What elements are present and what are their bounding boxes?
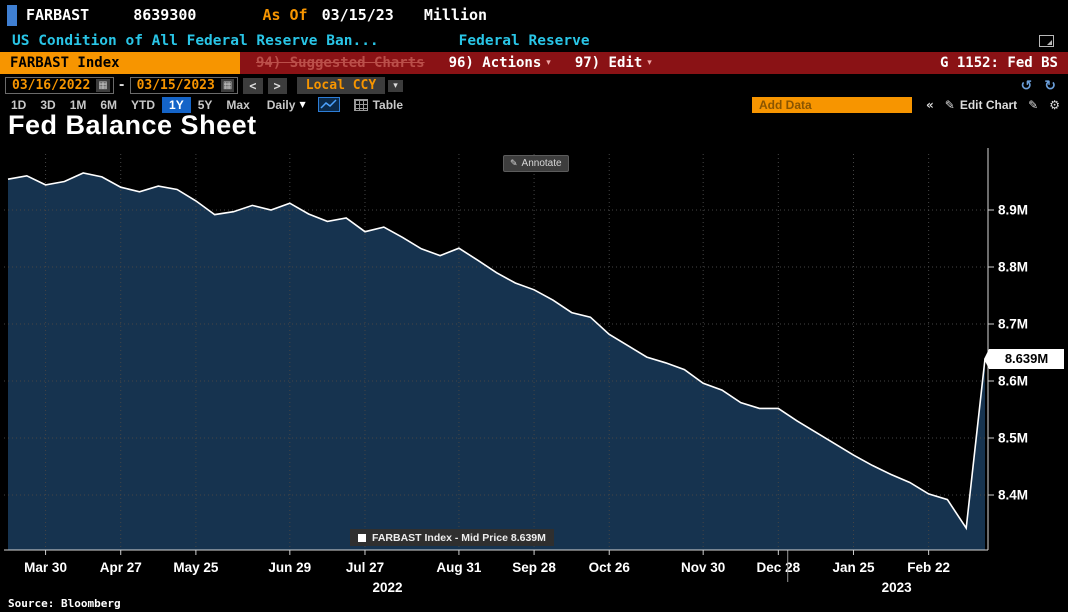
next-range-button[interactable]: > bbox=[267, 77, 287, 94]
chart-control-cluster: « ✎ Edit Chart ✎ ⚙ bbox=[926, 98, 1060, 112]
x-axis-label: Mar 30 bbox=[24, 560, 67, 575]
add-data-input[interactable]: Add Data bbox=[752, 96, 912, 113]
pencil-icon: ✎ bbox=[510, 158, 518, 169]
fed-balance-sheet-chart[interactable]: 8.4M 8.5M 8.6M 8.7M 8.8M 8.9M Mar 30 Apr 27 May … bbox=[0, 148, 1068, 598]
y-axis-label: 8.5M bbox=[998, 431, 1028, 446]
redo-icon[interactable]: ↻ bbox=[1044, 77, 1056, 94]
x-axis-label: May 25 bbox=[173, 560, 219, 575]
period-1y-button-selected[interactable]: 1Y bbox=[162, 96, 191, 113]
y-axis-label: 8.6M bbox=[998, 374, 1028, 389]
chart-title: Fed Balance Sheet bbox=[8, 110, 257, 140]
x-axis-label: Aug 31 bbox=[436, 560, 482, 575]
line-chart-icon bbox=[320, 99, 337, 109]
table-view-button[interactable]: Table bbox=[353, 97, 404, 112]
security-description-row: US Condition of All Federal Reserve Ban.… bbox=[0, 30, 1068, 52]
legend-swatch bbox=[358, 533, 366, 542]
undo-icon[interactable]: ↺ bbox=[1020, 77, 1033, 94]
currency-select[interactable]: Local CCY bbox=[296, 77, 386, 94]
suggested-charts-menu-item: 94) Suggested Charts bbox=[256, 55, 425, 71]
start-date-input[interactable]: 03/16/2022 ▦ bbox=[5, 77, 114, 94]
date-range-bar: 03/16/2022 ▦ - 03/15/2023 ▦ < > Local CC… bbox=[0, 75, 1068, 96]
x-axis-label: Jan 25 bbox=[832, 560, 875, 575]
annotate-button[interactable]: ✎ Annotate bbox=[503, 155, 569, 172]
y-axis-label: 8.9M bbox=[998, 203, 1028, 218]
as-of-label: As Of bbox=[262, 6, 308, 24]
line-chart-type-button[interactable] bbox=[317, 97, 340, 112]
date-range-separator: - bbox=[117, 78, 126, 93]
panel-id-label: G 1152: Fed BS bbox=[939, 55, 1058, 71]
chevron-down-icon: ▾ bbox=[647, 58, 652, 68]
period-6m-button[interactable]: 6M bbox=[100, 97, 118, 112]
period-5y-button[interactable]: 5Y bbox=[197, 97, 213, 112]
period-max-button[interactable]: Max bbox=[226, 97, 250, 112]
x-axis-label: Apr 27 bbox=[100, 560, 142, 575]
collapse-panel-icon[interactable]: « bbox=[926, 97, 934, 112]
pencil-icon: ✎ bbox=[944, 97, 955, 112]
legend-label: FARBAST Index - Mid Price 8.639M bbox=[372, 531, 546, 544]
calendar-icon[interactable]: ▦ bbox=[96, 79, 110, 92]
x-axis-label: Feb 22 bbox=[907, 560, 950, 575]
as-of-date: 03/15/23 bbox=[321, 6, 394, 24]
y-axis-label: 8.4M bbox=[998, 488, 1028, 503]
year-label: 2023 bbox=[882, 580, 913, 595]
x-axis-label: Oct 26 bbox=[589, 560, 631, 575]
last-price-tag: 8.639M bbox=[984, 348, 1064, 369]
chart-legend: FARBAST Index - Mid Price 8.639M bbox=[350, 529, 554, 546]
annotate-label: Annotate bbox=[521, 158, 562, 169]
source-attribution: Source: Bloomberg bbox=[8, 597, 121, 610]
prev-range-button[interactable]: < bbox=[243, 77, 263, 94]
x-axis-label: Nov 30 bbox=[681, 560, 725, 575]
edit-menu-label: 97) Edit bbox=[574, 55, 643, 71]
table-button-label: Table bbox=[372, 97, 404, 112]
calendar-icon[interactable]: ▦ bbox=[220, 79, 235, 92]
x-axis-label: Jun 29 bbox=[268, 560, 311, 575]
security-ticker-label: FARBAST Index bbox=[10, 55, 120, 71]
end-date-value: 03/15/2023 bbox=[136, 78, 215, 93]
ticker-symbol: FARBAST bbox=[26, 6, 90, 24]
x-axis-label: Jul 27 bbox=[346, 560, 384, 575]
period-3d-button[interactable]: 3D bbox=[40, 97, 56, 112]
add-data-placeholder: Add Data bbox=[759, 97, 812, 112]
period-ytd-button[interactable]: YTD bbox=[131, 97, 156, 112]
period-1m-button[interactable]: 1M bbox=[69, 97, 87, 112]
triangle-down-icon: ▼ bbox=[299, 100, 306, 109]
function-menu-bar: FARBAST Index 94) Suggested Charts 96) A… bbox=[0, 52, 1068, 74]
ticker-value: 8639300 bbox=[133, 6, 197, 24]
x-axis-label: Dec 28 bbox=[757, 560, 801, 575]
period-1d-button[interactable]: 1D bbox=[11, 97, 27, 112]
year-label: 2022 bbox=[373, 580, 403, 595]
table-icon bbox=[353, 98, 368, 111]
actions-menu[interactable]: 96) Actions ▾ bbox=[449, 55, 551, 71]
actions-menu-label: 96) Actions bbox=[448, 55, 542, 71]
currency-chevron-icon[interactable]: ▾ bbox=[388, 79, 403, 92]
edit-menu[interactable]: 97) Edit ▾ bbox=[575, 55, 652, 71]
ticker-header-row: FARBAST 8639300 As Of 03/15/23 Million bbox=[0, 0, 1068, 30]
y-axis-label: 8.8M bbox=[998, 260, 1028, 275]
data-source-name: Federal Reserve bbox=[458, 33, 590, 49]
end-date-input[interactable]: 03/15/2023 ▦ bbox=[129, 77, 239, 94]
frequency-select[interactable]: Daily ▼ bbox=[267, 98, 306, 112]
bloomberg-logo-square bbox=[7, 4, 17, 26]
y-axis-label: 8.7M bbox=[998, 317, 1028, 332]
price-area-fill bbox=[8, 173, 985, 550]
screen-export-icon[interactable] bbox=[1039, 35, 1054, 47]
chart-toolbar: 1D 3D 1M 6M YTD 1Y 5Y Max Daily ▼ Table … bbox=[0, 96, 1068, 113]
security-ticker-box[interactable]: FARBAST Index bbox=[0, 52, 240, 74]
annotate-tool-icon[interactable]: ✎ bbox=[1028, 97, 1039, 112]
settings-gear-icon[interactable]: ⚙ bbox=[1049, 97, 1060, 112]
edit-chart-label: Edit Chart bbox=[959, 97, 1018, 112]
chevron-down-icon: ▾ bbox=[546, 58, 551, 68]
units-label: Million bbox=[423, 6, 488, 24]
start-date-value: 03/16/2022 bbox=[12, 78, 91, 93]
price-line bbox=[7, 172, 986, 531]
edit-chart-button[interactable]: ✎ Edit Chart bbox=[945, 98, 1017, 112]
security-description: US Condition of All Federal Reserve Ban.… bbox=[12, 33, 379, 49]
frequency-label: Daily bbox=[266, 97, 296, 112]
x-axis-label: Sep 28 bbox=[512, 560, 556, 575]
